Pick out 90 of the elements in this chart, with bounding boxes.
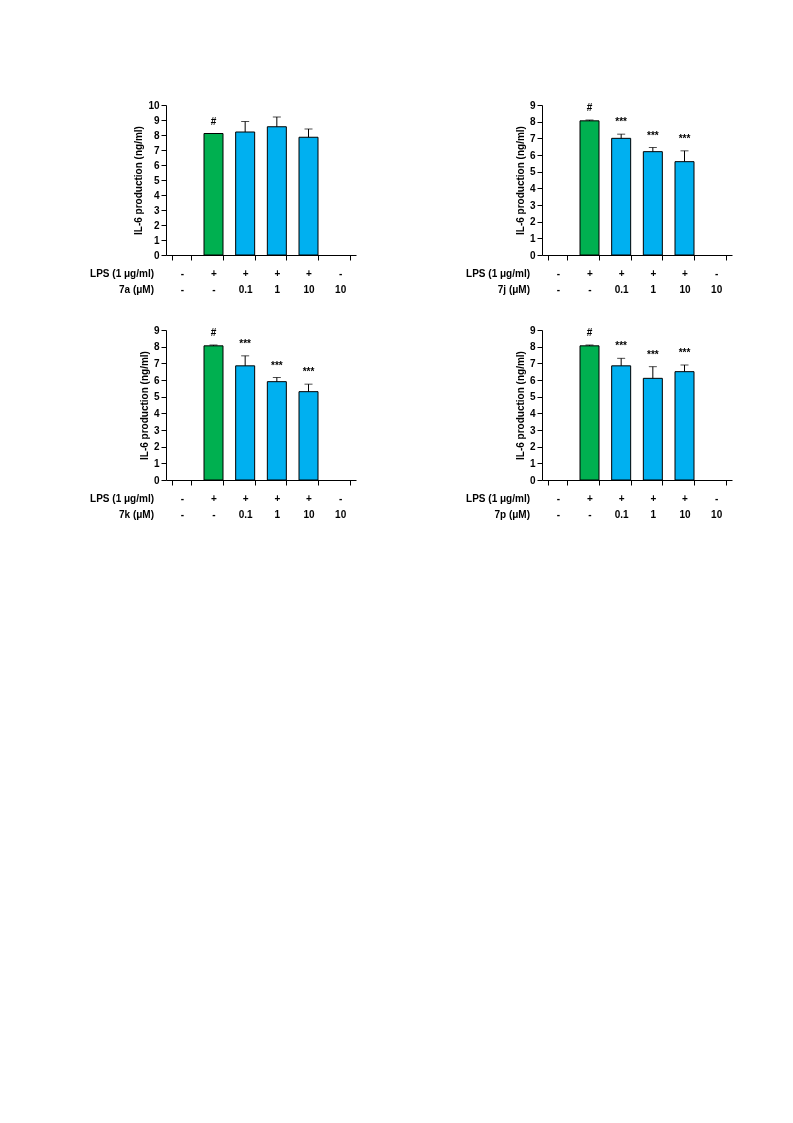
text: 7j (μM) bbox=[497, 284, 530, 295]
y-tick-label: 2 bbox=[153, 219, 160, 231]
x-tick-label: + 0.1 bbox=[614, 492, 630, 520]
y-tick-label: 5 bbox=[153, 174, 160, 186]
x-tick-label: - 10 bbox=[711, 267, 723, 295]
y-tick-label: 7 bbox=[153, 144, 160, 156]
y-tick-label: 9 bbox=[153, 114, 160, 126]
annotation: *** bbox=[646, 348, 659, 360]
y-tick-label: 2 bbox=[529, 216, 536, 228]
text: LPS (1 μg/ml) bbox=[90, 268, 154, 279]
x-tick-label: + 1 bbox=[650, 492, 657, 520]
y-tick-label: 1 bbox=[153, 457, 160, 469]
y-tick-label: 4 bbox=[529, 407, 536, 419]
x-tick-label: + 1 bbox=[274, 267, 281, 295]
text: 7k (μM) bbox=[118, 509, 154, 520]
y-tick-label: 0 bbox=[153, 249, 160, 261]
y-tick-label: 7 bbox=[153, 357, 160, 369]
y-axis-title: IL-6 production (ng/ml) bbox=[133, 126, 145, 235]
annotation: *** bbox=[615, 116, 628, 128]
x-tick-label: - 10 bbox=[335, 492, 347, 520]
y-tick-label: 10 bbox=[148, 99, 160, 111]
y-tick-label: 1 bbox=[529, 457, 536, 469]
x-tick-label: - - bbox=[556, 492, 561, 520]
x-tick-label: - - bbox=[180, 267, 185, 295]
annotation: *** bbox=[646, 129, 659, 141]
annotation: # bbox=[210, 115, 217, 127]
x-tick-label: + 0.1 bbox=[238, 267, 254, 295]
y-tick-label: 8 bbox=[153, 341, 160, 353]
text: 7a (μM) bbox=[118, 284, 154, 295]
y-tick-label: 4 bbox=[153, 189, 160, 201]
x-tick-label: + 1 bbox=[274, 492, 281, 520]
y-tick-label: 7 bbox=[529, 132, 536, 144]
y-tick-label: 1 bbox=[529, 232, 536, 244]
x-tick-label: + - bbox=[587, 267, 594, 295]
y-axis-title: IL-6 production (ng/ml) bbox=[138, 351, 150, 460]
text: LPS (1 μg/ml) bbox=[466, 493, 530, 504]
y-tick-label: 0 bbox=[153, 474, 160, 486]
y-tick-label: 2 bbox=[529, 441, 536, 453]
x-tick-label: - 10 bbox=[711, 492, 723, 520]
text: 7p (μM) bbox=[494, 509, 530, 520]
x-tick-label: + 0.1 bbox=[614, 267, 630, 295]
x-tick-label: + 10 bbox=[679, 492, 691, 520]
y-tick-label: 0 bbox=[529, 249, 536, 261]
y-tick-label: 9 bbox=[529, 99, 536, 111]
annotation: *** bbox=[270, 359, 283, 371]
annotation: *** bbox=[239, 337, 252, 349]
x-tick-label: + 10 bbox=[303, 492, 315, 520]
y-tick-label: 3 bbox=[529, 424, 536, 436]
y-tick-label: 5 bbox=[529, 391, 536, 403]
y-tick-label: 5 bbox=[529, 166, 536, 178]
y-tick-label: 1 bbox=[153, 234, 160, 246]
y-tick-label: 5 bbox=[153, 391, 160, 403]
y-tick-label: 8 bbox=[529, 341, 536, 353]
x-tick-label: + 1 bbox=[650, 267, 657, 295]
x-tick-label: + 10 bbox=[679, 267, 691, 295]
x-tick-label: + 0.1 bbox=[238, 492, 254, 520]
y-tick-label: 2 bbox=[153, 441, 160, 453]
x-tick-label: + - bbox=[211, 492, 218, 520]
annotation: *** bbox=[678, 132, 691, 144]
x-tick-label: + 10 bbox=[303, 267, 315, 295]
y-axis-title: IL-6 production (ng/ml) bbox=[514, 126, 526, 235]
y-tick-label: 9 bbox=[529, 324, 536, 336]
y-tick-label: 6 bbox=[153, 374, 160, 386]
y-tick-label: 9 bbox=[153, 324, 160, 336]
y-tick-label: 7 bbox=[529, 357, 536, 369]
x-tick-label: - - bbox=[180, 492, 185, 520]
y-tick-label: 8 bbox=[529, 116, 536, 128]
annotation: # bbox=[210, 327, 217, 338]
x-tick-label: - - bbox=[556, 267, 561, 295]
text: LPS (1 μg/ml) bbox=[90, 493, 154, 504]
annotation: # bbox=[586, 327, 593, 338]
y-tick-label: 3 bbox=[153, 424, 160, 436]
y-tick-label: 3 bbox=[529, 199, 536, 211]
y-tick-label: 6 bbox=[529, 374, 536, 386]
annotation: # bbox=[586, 102, 593, 113]
y-tick-label: 4 bbox=[153, 407, 160, 419]
y-axis-title: IL-6 production (ng/ml) bbox=[514, 351, 526, 460]
y-tick-label: 6 bbox=[153, 159, 160, 171]
y-tick-label: 8 bbox=[153, 129, 160, 141]
y-tick-label: 3 bbox=[153, 204, 160, 216]
y-tick-label: 6 bbox=[529, 149, 536, 161]
x-tick-label: + - bbox=[587, 492, 594, 520]
y-tick-label: 4 bbox=[529, 182, 536, 194]
y-tick-label: 0 bbox=[529, 474, 536, 486]
text: LPS (1 μg/ml) bbox=[466, 268, 530, 279]
x-tick-label: - 10 bbox=[335, 267, 347, 295]
annotation: *** bbox=[678, 347, 691, 358]
annotation: *** bbox=[615, 340, 628, 352]
annotation: *** bbox=[302, 366, 315, 378]
x-tick-label: + - bbox=[211, 267, 218, 295]
